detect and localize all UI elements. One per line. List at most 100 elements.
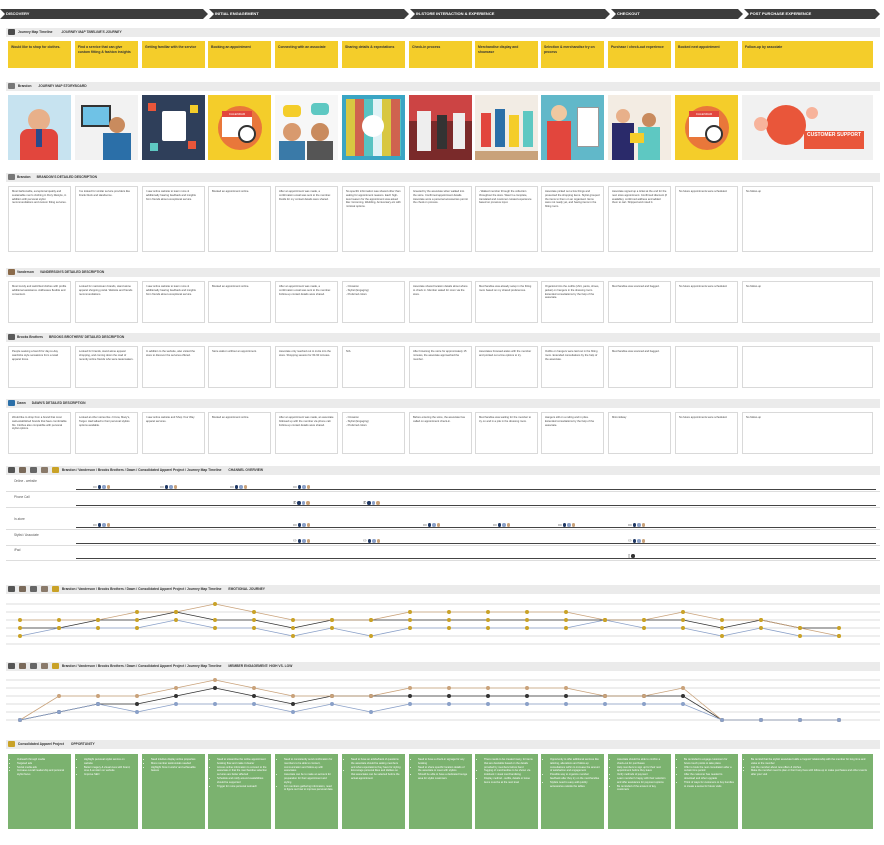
journey-point [135, 710, 139, 714]
opportunity-title: OPPORTUNITY [70, 742, 95, 746]
journey-point [291, 702, 295, 706]
opportunity-item: Need to share specific location details … [418, 766, 468, 774]
storyboard-name: Brandon [17, 84, 32, 88]
project-icon [8, 741, 15, 748]
journey-point [447, 626, 451, 630]
journey-point [564, 626, 568, 630]
journey-point [720, 718, 724, 722]
moments-crumb: Brandon / Vanderson / Brooks Brothers / … [61, 664, 222, 668]
journey-point [525, 618, 529, 622]
calendar-icon: CALENDAR [689, 111, 719, 137]
step-card: Sharing details & expectations [342, 41, 405, 68]
persona-cell: Associates browsed aisles with the membe… [475, 346, 538, 388]
step-card: Check-in process [409, 41, 472, 68]
journey-point [96, 626, 100, 630]
journey-point [213, 686, 217, 690]
journey-point [564, 702, 568, 706]
avatar [30, 467, 37, 474]
opportunity-card: Need to streamline the online appointmen… [208, 754, 271, 829]
timeline-name: Journey Map Timeline [17, 30, 53, 34]
journey-point [525, 702, 529, 706]
opportunity-card: Be reminded to engage customers for futu… [675, 754, 738, 829]
channel-label: Stylist / Associate [14, 533, 39, 537]
persona-cell: Organized into the outfits (shirt, pants… [541, 281, 604, 323]
journey-point [408, 686, 412, 690]
channel-row: iPad [6, 548, 880, 561]
persona-cell: Outfits on hangers were laid out in the … [541, 346, 604, 388]
journey-point [798, 634, 802, 638]
channel-line [76, 505, 876, 506]
opportunity-item: Social media ads [17, 766, 67, 770]
journey-point [57, 626, 61, 630]
channel-label: Phone Call [14, 495, 30, 499]
channel-icon: ✆ [363, 500, 367, 505]
persona-cell: Looked at other stores like J.Crew, Macy… [75, 412, 138, 454]
journey-point [486, 686, 490, 690]
journey-point [252, 610, 256, 614]
persona-cell: After an appointment was made, a confirm… [275, 186, 338, 252]
journey-point [174, 610, 178, 614]
journey-point [525, 694, 529, 698]
avatar [19, 663, 26, 670]
opportunity-item: Be remind that the stylist/ associate bu… [751, 758, 869, 766]
channel-label: In-store [14, 517, 25, 521]
avatar [8, 586, 15, 593]
persona-cell: I've looked for similar service provider… [75, 186, 138, 252]
journey-point [369, 618, 373, 622]
avatar [8, 334, 15, 341]
phase-checkout: CHECKOUT [611, 9, 743, 19]
opportunity-item: Make the member need to plan or their bu… [751, 769, 869, 777]
journey-point [486, 610, 490, 614]
opportunity-item: Need intuitive display online properties [151, 758, 201, 762]
journey-point [408, 610, 412, 614]
channel-marker: ⚇ [363, 538, 381, 543]
timeline-title: JOURNEY MAP TIMELINE'S JOURNEY [61, 30, 122, 34]
persona-cell: Associate shared location details about … [409, 281, 472, 323]
storyboard-header: Brandon JOURNEY MAP STORYBOARD [6, 82, 880, 91]
journey-point [252, 626, 256, 630]
opportunity-item: More member testimonials needed [151, 762, 201, 766]
journey-line [19, 679, 839, 721]
persona-cell: Most fashionable, exceptional quality an… [8, 186, 71, 252]
journey-point [525, 610, 529, 614]
channel-marker: ▭ [493, 522, 511, 527]
channel-icon: ⚇ [363, 538, 367, 543]
persona-cell: - Occasion - Stylist (Engaging) - Prefer… [342, 281, 405, 323]
storyboard-image: CALENDAR [208, 95, 271, 160]
journey-point [18, 634, 22, 638]
journey-point [759, 618, 763, 622]
journey-point [408, 694, 412, 698]
opportunity-item: Associate can be to make an account for … [284, 773, 334, 784]
clock-icon [705, 125, 723, 143]
journey-point [291, 694, 295, 698]
channel-icon: ▭ [558, 522, 562, 527]
persona-cell: After an appointment was made, an associ… [275, 412, 338, 454]
journey-point [837, 634, 841, 638]
opportunity-item: Stylists need to easy add quickly access… [550, 781, 600, 789]
phase-post-purchase: POST PURCHASE EXPERIENCE [744, 9, 880, 19]
persona-title: DAWN'S DETAILED DESCRIPTION [31, 401, 86, 405]
project-icon [52, 467, 59, 474]
opportunity-card: There needs to be created many, for item… [475, 754, 538, 829]
channel-icon: ▭ [493, 522, 497, 527]
journey-point [135, 618, 139, 622]
persona-cell: Merchandise was scanned and bagged. [608, 346, 671, 388]
storyboard-image [142, 95, 205, 160]
channel-marker: ▭ [93, 484, 111, 489]
opportunity-item: Ask the member about new offers & clothe… [751, 766, 869, 770]
opportunity-item: Opportunity to offer additional services… [550, 758, 600, 773]
opportunity-card: Need to have a check-in signage for any … [409, 754, 472, 829]
persona-cell: Associate picked out a few things and pr… [541, 186, 604, 252]
journey-point [174, 618, 178, 622]
channel-header: Brandon / Vanderson / Brooks Brothers / … [6, 466, 880, 475]
journey-point [213, 602, 217, 606]
journey-point [642, 626, 646, 630]
moments-title: MEMBER ENGAGEMENT: HIGH VS. LOW [228, 664, 293, 668]
journey-point [252, 686, 256, 690]
journey-point [252, 694, 256, 698]
journey-point [486, 702, 490, 706]
step-card: Find a service that can give custom fitt… [75, 41, 138, 68]
step-card: Connecting with an associate [275, 41, 338, 68]
channel-icon: ▭ [230, 484, 234, 489]
avatar [19, 586, 26, 593]
